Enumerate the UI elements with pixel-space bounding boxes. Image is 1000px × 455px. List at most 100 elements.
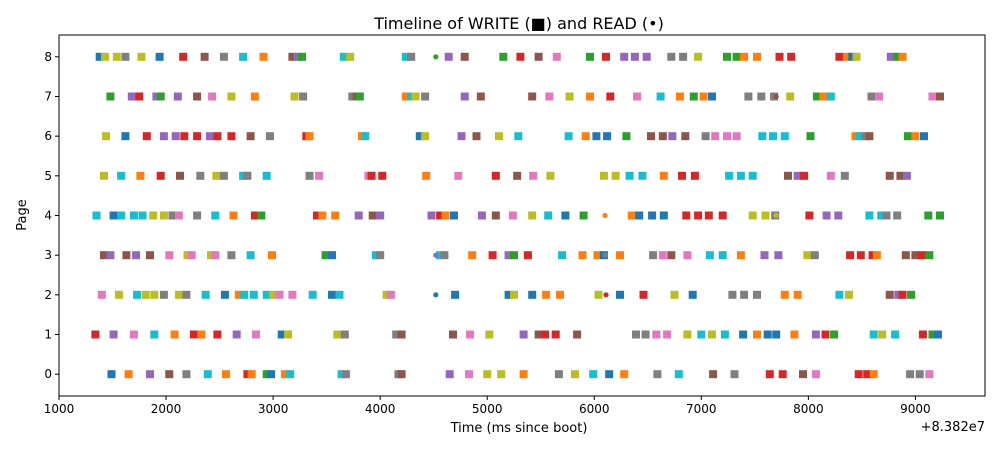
write-marker xyxy=(211,251,220,260)
write-marker xyxy=(739,330,748,339)
write-marker xyxy=(805,211,814,220)
write-marker xyxy=(97,290,106,299)
write-marker xyxy=(284,330,293,339)
write-marker xyxy=(168,211,177,220)
write-marker xyxy=(421,92,430,101)
write-marker xyxy=(911,251,920,260)
write-marker xyxy=(758,132,767,141)
write-marker xyxy=(893,52,902,61)
read-marker xyxy=(602,252,608,258)
write-marker xyxy=(819,92,828,101)
write-marker xyxy=(112,52,121,61)
write-marker xyxy=(663,330,672,339)
write-marker xyxy=(668,132,677,141)
write-marker xyxy=(361,132,370,141)
write-marker xyxy=(865,211,874,220)
write-marker xyxy=(552,52,561,61)
write-marker xyxy=(182,290,191,299)
write-marker xyxy=(667,52,676,61)
write-marker xyxy=(298,52,306,61)
write-marker xyxy=(146,251,154,260)
write-marker xyxy=(109,330,118,339)
write-marker xyxy=(346,52,355,61)
write-marker xyxy=(288,290,297,299)
write-marker xyxy=(331,211,340,220)
write-marker xyxy=(882,211,891,220)
write-marker xyxy=(170,330,179,339)
write-marker xyxy=(683,251,692,260)
write-marker xyxy=(193,92,202,101)
write-marker xyxy=(415,132,424,141)
write-marker xyxy=(129,330,138,339)
write-marker xyxy=(249,290,258,299)
write-marker xyxy=(846,251,855,260)
write-marker xyxy=(855,132,864,141)
write-marker xyxy=(723,132,731,141)
write-marker xyxy=(599,171,608,180)
write-marker xyxy=(483,370,492,379)
write-marker xyxy=(92,211,101,220)
write-marker xyxy=(227,251,236,260)
write-marker xyxy=(499,52,508,61)
write-marker xyxy=(407,92,416,101)
write-marker xyxy=(551,330,560,339)
write-marker xyxy=(436,251,445,260)
write-marker xyxy=(902,171,911,180)
y-tick-label: 0 xyxy=(44,367,52,381)
write-marker xyxy=(541,330,549,339)
write-marker xyxy=(106,251,115,260)
write-marker xyxy=(834,211,843,220)
write-marker xyxy=(378,171,387,180)
write-marker xyxy=(239,171,248,180)
read-marker xyxy=(433,252,439,258)
write-marker xyxy=(736,171,745,180)
write-marker xyxy=(155,52,164,61)
write-marker xyxy=(784,171,792,180)
write-marker xyxy=(667,251,676,260)
write-marker xyxy=(100,171,108,180)
write-marker xyxy=(778,370,787,379)
write-marker xyxy=(401,92,410,101)
write-marker xyxy=(449,330,457,339)
write-marker xyxy=(775,52,784,61)
write-marker xyxy=(411,92,420,101)
write-marker xyxy=(133,290,142,299)
write-marker xyxy=(774,251,783,260)
write-marker xyxy=(891,330,900,339)
write-marker xyxy=(638,171,647,180)
write-marker xyxy=(821,330,830,339)
write-marker xyxy=(262,290,271,299)
write-marker xyxy=(513,171,522,180)
write-marker xyxy=(250,211,259,220)
write-marker xyxy=(606,92,615,101)
write-marker xyxy=(497,370,506,379)
write-marker xyxy=(886,52,895,61)
write-marker xyxy=(593,251,602,260)
write-marker xyxy=(709,370,718,379)
write-marker xyxy=(704,211,713,220)
write-marker xyxy=(460,52,469,61)
write-marker xyxy=(728,290,737,299)
write-marker xyxy=(165,370,174,379)
write-marker xyxy=(91,330,100,339)
write-marker xyxy=(321,251,330,260)
write-marker xyxy=(565,92,574,101)
write-marker xyxy=(653,370,662,379)
write-marker xyxy=(920,132,928,141)
write-marker xyxy=(174,211,183,220)
write-marker xyxy=(689,92,698,101)
write-marker xyxy=(925,251,934,260)
write-marker xyxy=(740,52,749,61)
read-marker xyxy=(433,292,439,298)
write-marker xyxy=(761,211,770,220)
write-marker xyxy=(122,251,131,260)
write-marker xyxy=(772,330,781,339)
write-marker xyxy=(156,171,165,180)
write-marker xyxy=(197,330,206,339)
write-marker xyxy=(288,52,297,61)
write-marker xyxy=(753,330,761,339)
write-marker xyxy=(911,132,920,141)
write-marker xyxy=(150,330,159,339)
write-marker xyxy=(262,171,271,180)
write-marker xyxy=(101,52,109,61)
